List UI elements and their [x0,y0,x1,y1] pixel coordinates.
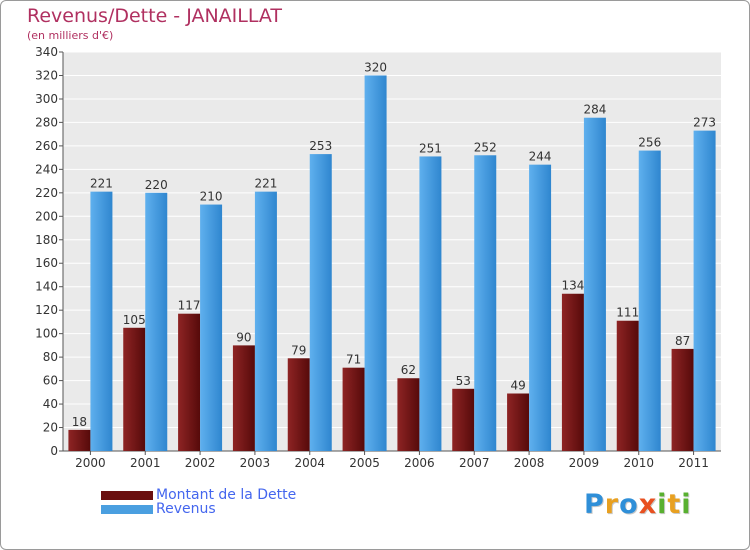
bar-revenus-label: 210 [200,190,223,204]
legend-label-dette: Montant de la Dette [156,487,297,503]
logo-letter: P [584,489,605,520]
x-tick-label: 2009 [569,456,600,470]
x-tick-label: 2003 [240,456,271,470]
bar-revenus-label: 251 [419,141,442,155]
bar-revenus [309,154,332,452]
x-tick-label: 2006 [404,456,435,470]
bar-dette-label: 134 [561,279,584,293]
bar-dette-label: 111 [616,306,639,320]
bar-revenus [693,130,716,451]
y-tick-label: 120 [35,303,58,317]
bar-dette-label: 105 [123,313,146,327]
y-tick-label: 240 [35,162,58,176]
bar-revenus-label: 220 [145,178,168,192]
proxiti-logo: Proxiti [584,489,692,520]
x-tick-label: 2011 [678,456,709,470]
bar-revenus-label: 320 [364,60,387,74]
logo-letter: x [638,489,658,520]
bar-dette [616,320,639,451]
bar-revenus [364,75,387,452]
x-tick-label: 2004 [294,456,325,470]
bar-revenus [145,192,168,451]
y-tick-label: 260 [35,139,58,153]
bar-revenus-label: 256 [638,136,661,150]
plot-area [63,52,721,451]
bar-dette [232,345,255,451]
y-tick-label: 280 [35,115,58,129]
legend-label-revenus: Revenus [156,501,216,517]
bar-dette [287,358,310,451]
bar-revenus-label: 284 [583,103,606,117]
bar-revenus [419,156,442,451]
bar-revenus-label: 252 [474,140,497,154]
bar-revenus [90,191,113,451]
bar-dette-label: 53 [456,374,471,388]
bar-revenus [529,164,552,452]
bar-dette [397,378,420,451]
x-tick-label: 2007 [459,456,490,470]
bar-dette [452,388,475,451]
bar-revenus [254,191,277,451]
y-tick-label: 140 [35,280,58,294]
x-tick-label: 2002 [185,456,216,470]
y-tick-label: 300 [35,92,58,106]
y-tick-label: 320 [35,68,58,82]
y-tick-label: 340 [35,45,58,59]
bar-dette-label: 49 [510,378,525,392]
y-tick-label: 160 [35,256,58,270]
bar-revenus-label: 244 [529,150,552,164]
bar-revenus [638,150,661,451]
logo-letter: i [657,489,668,520]
legend-swatch-revenus [101,504,153,514]
legend-item-dette: Montant de la Dette [101,487,296,503]
y-tick-label: 40 [43,397,58,411]
y-tick-label: 180 [35,233,58,247]
bar-dette [671,348,694,451]
bar-dette [507,393,530,451]
bar-revenus-label: 273 [693,116,716,130]
bar-dette [561,293,584,451]
bar-revenus [200,204,223,451]
bar-dette-label: 62 [401,363,416,377]
bar-dette [178,313,201,451]
bar-revenus-label: 221 [90,177,113,191]
legend-item-revenus: Revenus [101,501,216,517]
bar-dette [123,327,146,451]
y-tick-label: 100 [35,327,58,341]
bar-dette [342,367,365,451]
bar-revenus [474,155,497,452]
bar-dette-label: 71 [346,353,361,367]
y-tick-label: 200 [35,209,58,223]
logo-letter: i [681,489,692,520]
logo-letter: o [619,489,639,520]
legend-swatch-dette [101,490,153,500]
chart-subtitle: (en milliers d'€) [27,29,114,42]
bar-dette-label: 79 [291,343,306,357]
x-tick-label: 2001 [130,456,161,470]
y-tick-label: 20 [43,421,58,435]
bar-revenus-label: 253 [309,139,332,153]
y-tick-label: 60 [43,374,58,388]
bar-revenus-label: 221 [254,177,277,191]
x-tick-label: 2010 [623,456,654,470]
bar-dette-label: 87 [675,334,690,348]
bar-dette [68,429,91,451]
chart-title: Revenus/Dette - JANAILLAT [27,5,283,27]
x-tick-label: 2000 [75,456,106,470]
x-tick-label: 2005 [349,456,380,470]
bar-revenus [583,117,606,451]
logo-letter: r [604,489,620,520]
x-tick-label: 2008 [514,456,545,470]
bar-dette-label: 90 [236,330,251,344]
y-tick-label: 0 [50,444,58,458]
logo-letter: t [667,489,682,520]
bar-dette-label: 18 [72,415,87,429]
bar-dette-label: 117 [178,299,201,313]
y-tick-label: 80 [43,350,58,364]
y-tick-label: 220 [35,186,58,200]
